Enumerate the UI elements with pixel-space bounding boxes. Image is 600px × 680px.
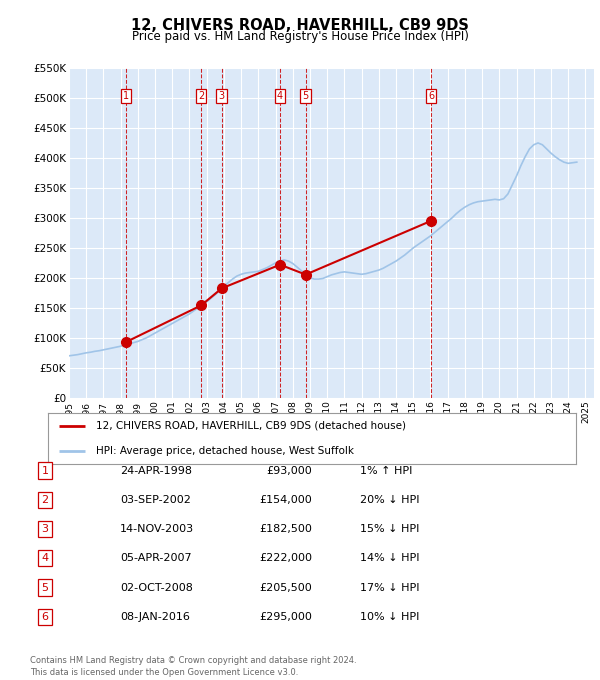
- Text: 3: 3: [41, 524, 49, 534]
- Text: 05-APR-2007: 05-APR-2007: [120, 554, 191, 563]
- Text: 5: 5: [302, 91, 309, 101]
- Text: £182,500: £182,500: [259, 524, 312, 534]
- Text: 2: 2: [41, 495, 49, 505]
- Text: 1: 1: [41, 466, 49, 475]
- Text: £154,000: £154,000: [259, 495, 312, 505]
- Text: 2: 2: [198, 91, 204, 101]
- Text: 4: 4: [41, 554, 49, 563]
- Text: HPI: Average price, detached house, West Suffolk: HPI: Average price, detached house, West…: [95, 446, 353, 456]
- Text: 24-APR-1998: 24-APR-1998: [120, 466, 192, 475]
- Text: £295,000: £295,000: [259, 612, 312, 622]
- Text: Contains HM Land Registry data © Crown copyright and database right 2024.
This d: Contains HM Land Registry data © Crown c…: [30, 656, 356, 677]
- Text: 5: 5: [41, 583, 49, 592]
- Text: £222,000: £222,000: [259, 554, 312, 563]
- Text: 10% ↓ HPI: 10% ↓ HPI: [360, 612, 419, 622]
- Text: 15% ↓ HPI: 15% ↓ HPI: [360, 524, 419, 534]
- Text: 17% ↓ HPI: 17% ↓ HPI: [360, 583, 419, 592]
- Text: 08-JAN-2016: 08-JAN-2016: [120, 612, 190, 622]
- Text: 14-NOV-2003: 14-NOV-2003: [120, 524, 194, 534]
- Text: 02-OCT-2008: 02-OCT-2008: [120, 583, 193, 592]
- Text: 6: 6: [428, 91, 434, 101]
- Text: Price paid vs. HM Land Registry's House Price Index (HPI): Price paid vs. HM Land Registry's House …: [131, 30, 469, 43]
- Text: 1: 1: [123, 91, 129, 101]
- Text: 20% ↓ HPI: 20% ↓ HPI: [360, 495, 419, 505]
- Text: 6: 6: [41, 612, 49, 622]
- Text: 12, CHIVERS ROAD, HAVERHILL, CB9 9DS: 12, CHIVERS ROAD, HAVERHILL, CB9 9DS: [131, 18, 469, 33]
- Text: £93,000: £93,000: [266, 466, 312, 475]
- Text: 14% ↓ HPI: 14% ↓ HPI: [360, 554, 419, 563]
- Text: 03-SEP-2002: 03-SEP-2002: [120, 495, 191, 505]
- Text: £205,500: £205,500: [259, 583, 312, 592]
- Text: 3: 3: [218, 91, 225, 101]
- Text: 1% ↑ HPI: 1% ↑ HPI: [360, 466, 412, 475]
- Text: 12, CHIVERS ROAD, HAVERHILL, CB9 9DS (detached house): 12, CHIVERS ROAD, HAVERHILL, CB9 9DS (de…: [95, 420, 406, 430]
- Text: 4: 4: [277, 91, 283, 101]
